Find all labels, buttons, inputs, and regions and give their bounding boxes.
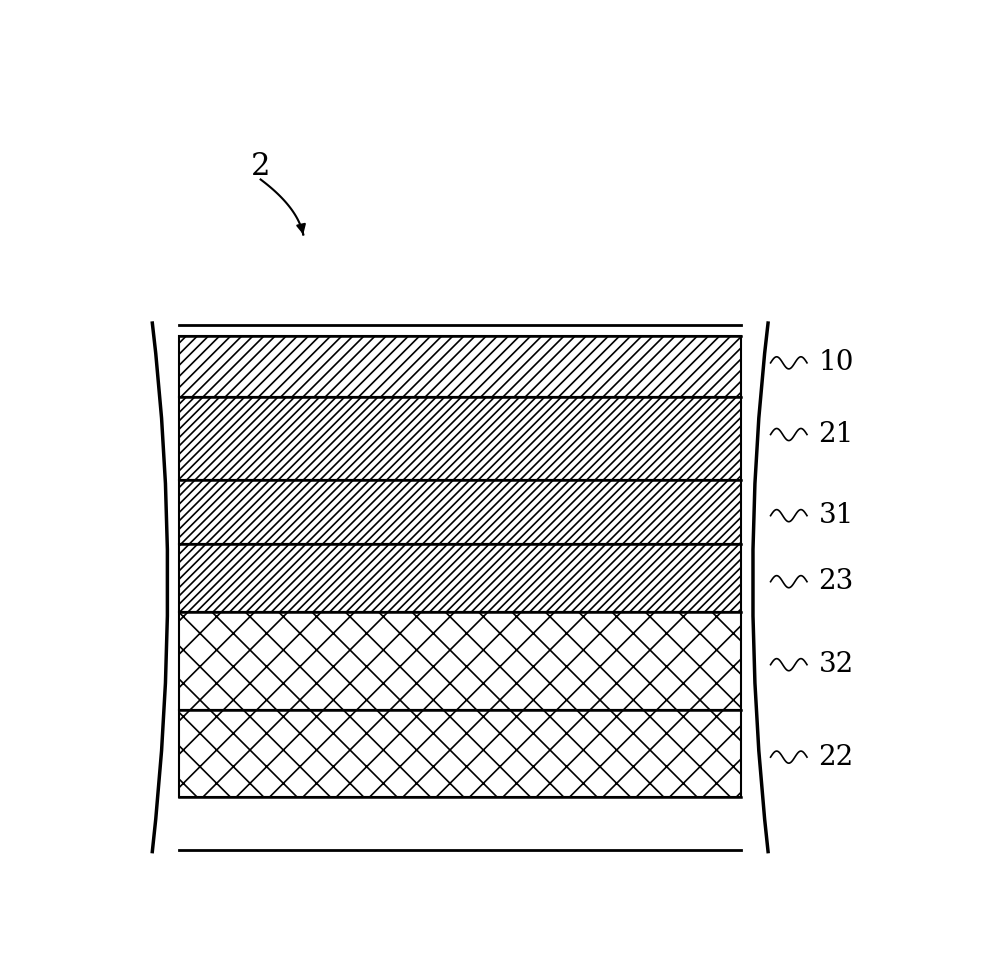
Text: 10: 10 — [819, 349, 854, 376]
Bar — [179, 480, 741, 544]
Text: 21: 21 — [819, 421, 854, 448]
Text: 32: 32 — [819, 651, 854, 678]
Bar — [179, 710, 741, 797]
Text: 22: 22 — [819, 744, 854, 770]
Bar — [179, 544, 741, 612]
Text: 31: 31 — [819, 502, 854, 529]
Text: 2: 2 — [251, 151, 270, 182]
Bar — [179, 336, 741, 397]
Text: 23: 23 — [819, 568, 854, 595]
Bar — [179, 397, 741, 480]
Bar — [179, 612, 741, 710]
